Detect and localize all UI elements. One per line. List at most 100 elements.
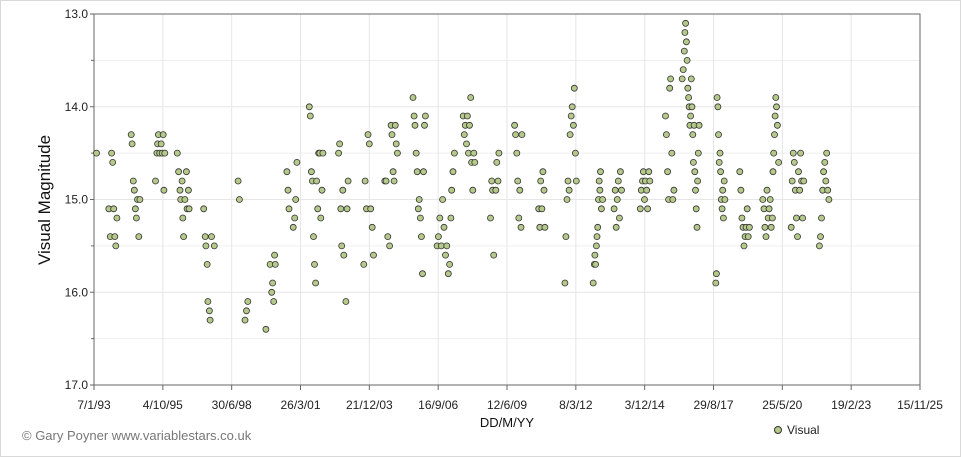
data-point bbox=[419, 270, 426, 278]
y-axis-title: Visual Magnitude bbox=[35, 135, 54, 265]
data-point bbox=[770, 149, 778, 157]
data-point bbox=[769, 168, 777, 176]
data-point bbox=[736, 168, 744, 176]
data-point bbox=[391, 121, 399, 129]
data-point bbox=[182, 168, 190, 176]
data-point bbox=[319, 149, 327, 157]
data-point bbox=[449, 168, 457, 176]
data-point bbox=[416, 214, 424, 222]
data-point bbox=[667, 75, 674, 83]
data-point bbox=[185, 205, 193, 213]
data-point bbox=[337, 205, 345, 213]
y-tick-label: 16.0 bbox=[65, 285, 89, 299]
data-point bbox=[205, 307, 213, 315]
data-point bbox=[597, 168, 604, 176]
data-point bbox=[467, 94, 475, 101]
data-point bbox=[717, 168, 724, 176]
data-point bbox=[799, 214, 806, 222]
data-point bbox=[643, 186, 651, 194]
data-point bbox=[636, 205, 644, 213]
data-point bbox=[561, 279, 569, 287]
data-point bbox=[311, 260, 318, 268]
data-point bbox=[160, 186, 168, 194]
data-point bbox=[614, 177, 622, 185]
data-point bbox=[244, 298, 252, 305]
data-point bbox=[690, 158, 697, 166]
data-point bbox=[541, 223, 549, 231]
data-point bbox=[443, 242, 451, 250]
data-point bbox=[113, 214, 121, 222]
data-point bbox=[434, 233, 442, 241]
data-point bbox=[206, 316, 214, 324]
data-point bbox=[364, 131, 372, 139]
data-point bbox=[392, 140, 400, 148]
data-point bbox=[716, 149, 724, 157]
data-point bbox=[411, 121, 419, 129]
data-point bbox=[306, 112, 314, 120]
data-point bbox=[683, 57, 691, 64]
data-point bbox=[487, 214, 494, 222]
data-point bbox=[744, 233, 752, 241]
data-point bbox=[663, 131, 670, 139]
data-point bbox=[318, 186, 326, 194]
data-point bbox=[463, 112, 471, 120]
data-point bbox=[110, 205, 118, 213]
data-point bbox=[460, 131, 468, 139]
data-point bbox=[159, 131, 167, 139]
data-point bbox=[513, 149, 521, 157]
data-point bbox=[494, 177, 502, 185]
data-point bbox=[538, 205, 546, 213]
data-point bbox=[93, 149, 100, 157]
data-point bbox=[715, 158, 723, 166]
data-point bbox=[270, 298, 278, 305]
data-point bbox=[173, 149, 181, 157]
data-point bbox=[450, 149, 458, 157]
data-point bbox=[180, 233, 188, 241]
data-point bbox=[617, 168, 624, 176]
x-axis: 7/1/93 4/10/95 30/6/98 26/3/01 21/12/03 16/9/… bbox=[77, 385, 943, 412]
data-point bbox=[447, 214, 455, 222]
data-point bbox=[773, 103, 780, 111]
data-point bbox=[343, 205, 351, 213]
x-tick-label: 3/12/14 bbox=[625, 398, 665, 412]
data-point bbox=[593, 242, 600, 250]
data-point bbox=[611, 186, 619, 194]
legend: Visual bbox=[774, 423, 819, 437]
x-tick-label: 26/3/01 bbox=[280, 398, 320, 412]
x-tick-label: 7/1/93 bbox=[77, 398, 111, 412]
data-point bbox=[469, 186, 477, 194]
data-point bbox=[613, 196, 621, 203]
data-point bbox=[108, 149, 115, 157]
data-point bbox=[269, 279, 277, 287]
data-point bbox=[268, 288, 276, 296]
data-point bbox=[540, 186, 548, 194]
data-point bbox=[439, 196, 447, 203]
data-point bbox=[662, 112, 669, 120]
data-point bbox=[718, 205, 726, 213]
data-point bbox=[410, 112, 418, 120]
data-point bbox=[414, 205, 422, 213]
data-point bbox=[389, 168, 397, 176]
data-point bbox=[305, 103, 313, 111]
data-point bbox=[135, 233, 143, 241]
data-point bbox=[790, 158, 798, 166]
data-point bbox=[681, 29, 689, 36]
data-point bbox=[208, 233, 215, 241]
legend-label-visual: Visual bbox=[787, 423, 820, 437]
data-point bbox=[444, 270, 452, 278]
data-point bbox=[689, 131, 697, 139]
x-tick-label: 15/11/25 bbox=[897, 398, 943, 412]
data-point bbox=[680, 47, 688, 55]
data-point bbox=[693, 223, 701, 231]
data-point bbox=[178, 177, 186, 185]
y-tick-label: 14.0 bbox=[65, 100, 89, 114]
data-point bbox=[618, 186, 625, 194]
data-point bbox=[335, 149, 343, 157]
data-point bbox=[598, 205, 605, 213]
data-point bbox=[563, 196, 571, 203]
data-point bbox=[769, 214, 776, 222]
data-point bbox=[493, 158, 501, 166]
data-point bbox=[201, 233, 209, 241]
data-point bbox=[761, 223, 769, 231]
